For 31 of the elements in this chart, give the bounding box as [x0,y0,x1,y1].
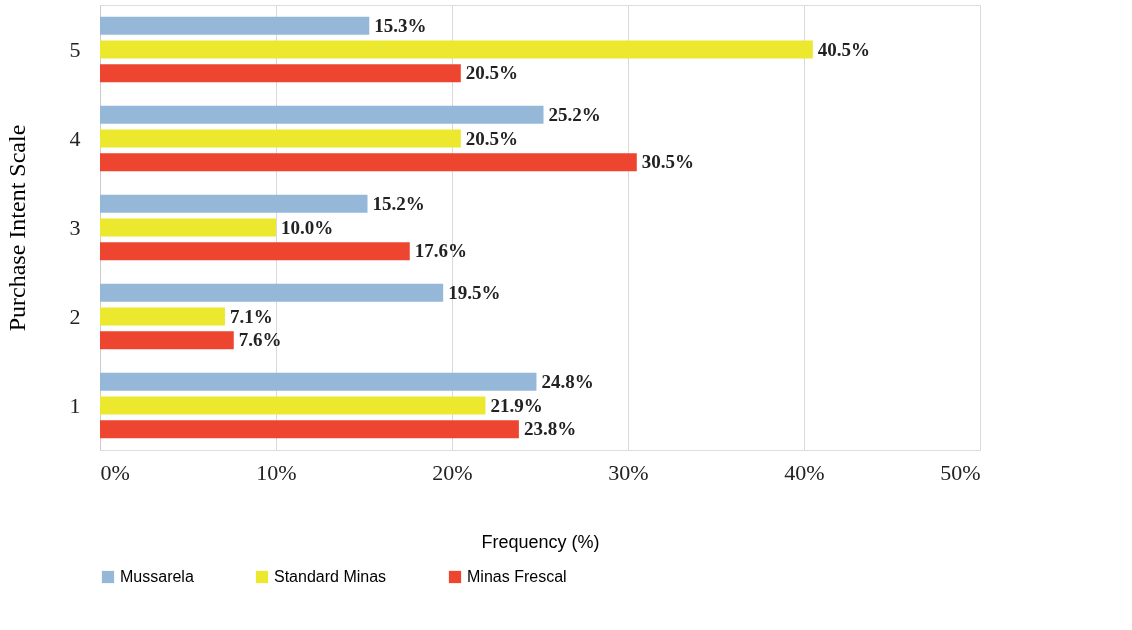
x-axis-title: Frequency (%) [481,531,600,552]
data-label: 40.5% [817,38,871,60]
data-label: 7.6% [238,329,282,351]
data-label: 7.1% [229,305,273,327]
data-label: 17.6% [414,240,468,262]
y-tick-label: 2 [69,303,81,329]
x-tick-label: 0% [100,459,130,485]
data-label: 21.9% [490,394,543,416]
y-tick-label: 5 [69,36,81,62]
data-label: 19.5% [448,281,501,303]
x-tick-label: 30% [608,459,649,485]
data-label: 15.3% [374,14,427,36]
data-label: 10.0% [281,216,334,238]
legend-label: Standard Minas [274,568,387,585]
data-label: 20.5% [465,62,519,84]
data-label: 25.2% [548,103,601,125]
x-tick-label: 50% [940,459,981,485]
x-tick-label: 20% [432,459,473,485]
legend-label: Mussarela [120,568,194,585]
y-tick-label: 3 [69,214,81,240]
x-tick-label: 40% [784,459,825,485]
data-label: 30.5% [641,151,695,173]
data-label: 20.5% [465,127,519,149]
data-label: 24.8% [541,370,594,392]
x-tick-label: 10% [256,459,297,485]
legend-label: Minas Frescal [467,568,567,585]
data-label: 15.2% [372,192,425,214]
data-label: 23.8% [523,418,577,440]
y-axis-title: Purchase Intent Scale [3,124,30,332]
y-tick-label: 4 [69,125,81,151]
y-tick-label: 1 [69,392,81,418]
